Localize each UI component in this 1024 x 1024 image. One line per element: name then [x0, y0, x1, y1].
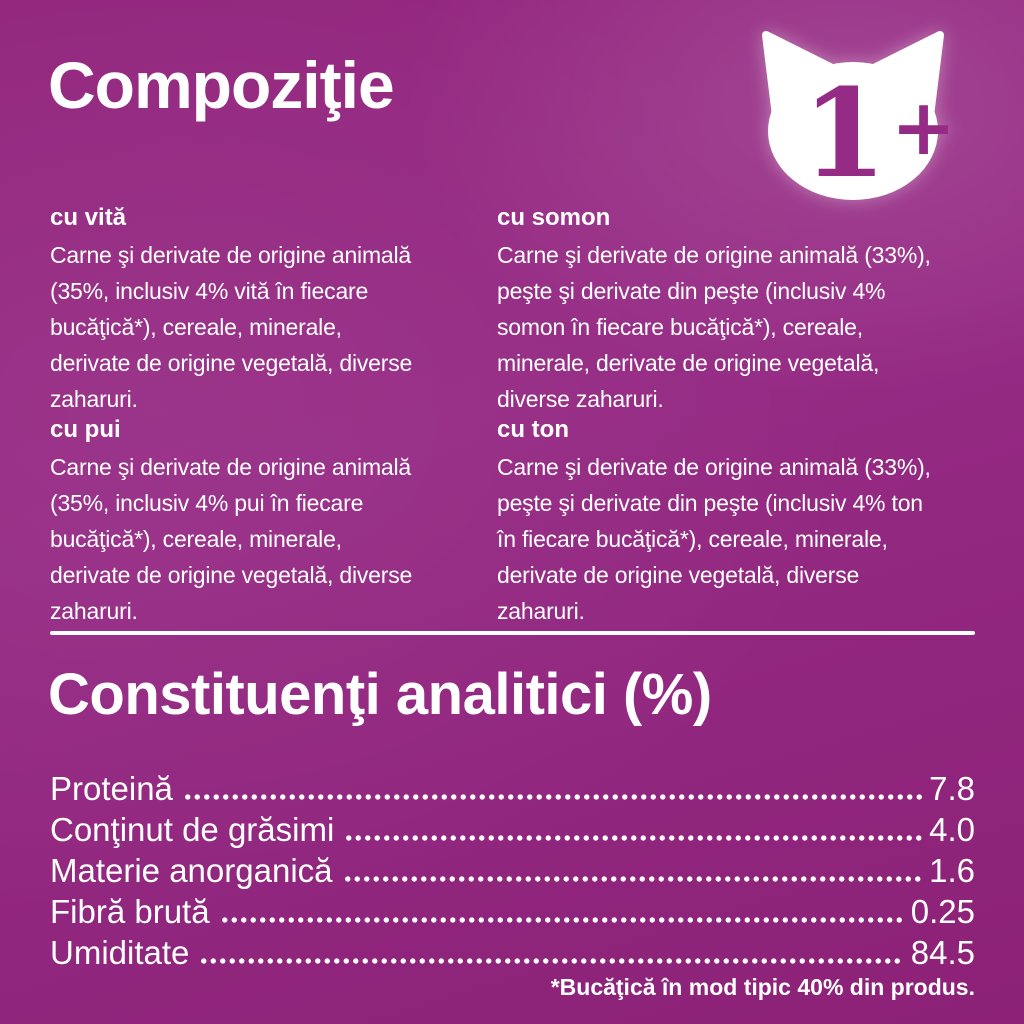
row-value: 1.6	[929, 852, 975, 889]
row-label: Conţinut de grăsimi	[50, 811, 335, 848]
dot-leader	[219, 917, 904, 923]
row-label: Fibră brută	[50, 893, 210, 930]
row-value: 7.8	[929, 770, 975, 807]
section-heading: cu vită	[50, 204, 127, 231]
table-row: Materie anorganică 1.6	[50, 850, 975, 891]
section-body: Carne şi derivate de origine animală (33…	[497, 242, 931, 412]
dot-leader	[342, 876, 923, 882]
dot-leader	[344, 835, 923, 841]
table-row: Umiditate 84.5	[50, 932, 975, 973]
table-row: Conţinut de grăsimi 4.0	[50, 809, 975, 850]
composition-section-pui: cu pui Carne şi derivate de origine anim…	[50, 417, 497, 629]
dot-leader	[182, 794, 923, 800]
row-value: 0.25	[910, 893, 975, 930]
age-badge-text: 1+	[802, 61, 956, 204]
dot-leader	[199, 958, 904, 964]
composition-section-somon: cu somon Carne şi derivate de origine an…	[497, 205, 980, 417]
cat-head-icon: 1+	[762, 31, 956, 205]
composition-section-ton: cu ton Carne şi derivate de origine anim…	[497, 417, 980, 629]
analytical-title: Constituenţi analitici (%)	[48, 662, 712, 727]
section-body: Carne şi derivate de origine animală (35…	[50, 454, 413, 624]
row-label: Materie anorganică	[50, 852, 333, 889]
section-heading: cu ton	[497, 416, 569, 443]
table-row: Fibră brută 0.25	[50, 891, 975, 932]
section-heading: cu pui	[50, 416, 121, 443]
row-label: Proteină	[50, 770, 173, 807]
row-label: Umiditate	[50, 934, 190, 971]
divider-line	[50, 631, 975, 635]
page-title: Compoziţie	[48, 48, 395, 122]
section-heading: cu somon	[497, 204, 611, 231]
section-body: Carne şi derivate de origine animală (33…	[497, 454, 931, 624]
cat-age-badge: 1+	[750, 26, 956, 205]
composition-section-vita: cu vită Carne şi derivate de origine ani…	[50, 205, 497, 417]
composition-sections: cu vită Carne şi derivate de origine ani…	[50, 205, 980, 629]
row-value: 4.0	[929, 811, 975, 848]
table-row: Proteină 7.8	[50, 768, 975, 809]
footnote: *Bucăţică în mod tipic 40% din produs.	[550, 974, 975, 1000]
analytical-table: Proteină 7.8 Conţinut de grăsimi 4.0 Mat…	[50, 768, 975, 973]
row-value: 84.5	[910, 934, 975, 971]
section-body: Carne şi derivate de origine animală (35…	[50, 242, 413, 412]
